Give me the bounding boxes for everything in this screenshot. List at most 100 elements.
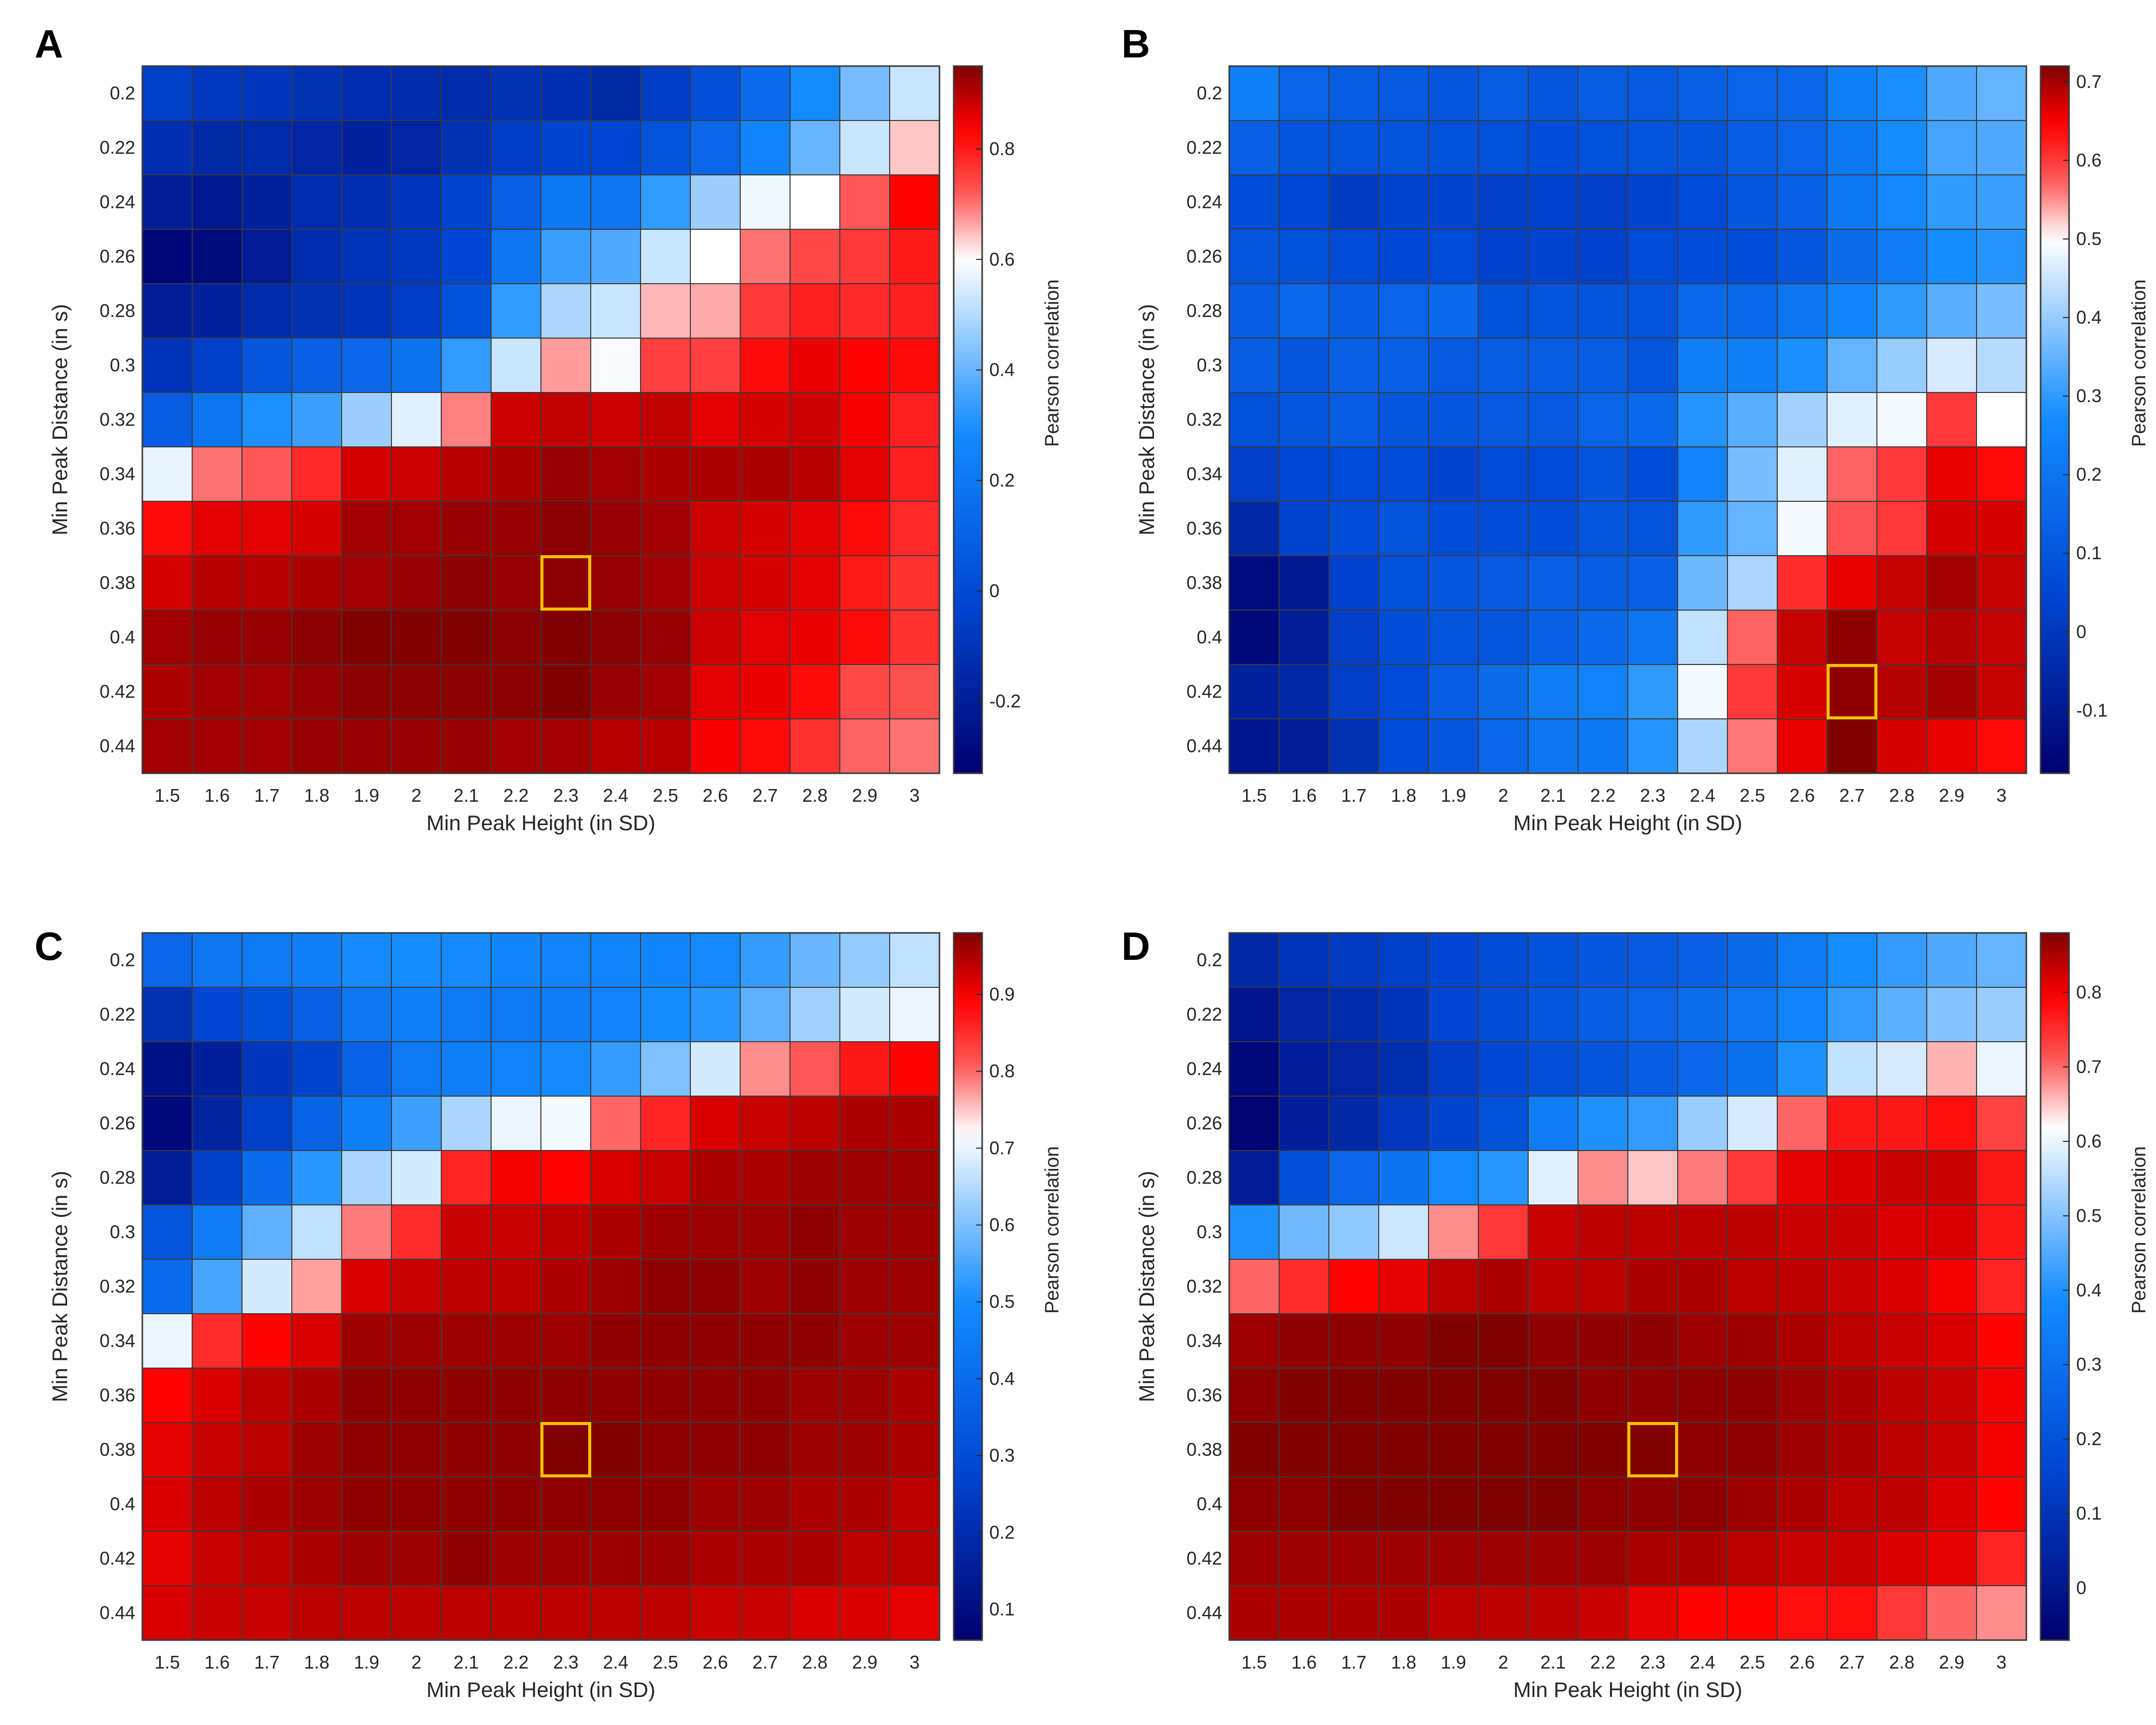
heatmap-cell: [341, 610, 392, 665]
heatmap-cell: [1279, 1150, 1329, 1205]
colorbar: [2040, 932, 2070, 1641]
y-tick-label: 0.34: [100, 464, 135, 485]
heatmap-cell: [1876, 1204, 1927, 1260]
plot-frame: [141, 65, 940, 774]
heatmap-cell: [241, 932, 292, 988]
heatmap-cell: [789, 664, 840, 719]
heatmap-cell: [540, 1313, 591, 1369]
heatmap-cell: [590, 120, 641, 175]
heatmap-cell: [1328, 1368, 1379, 1423]
heatmap-cell: [889, 610, 940, 665]
heatmap-cell: [789, 338, 840, 393]
heatmap-cell: [142, 283, 193, 339]
heatmap-cell: [1876, 610, 1927, 665]
colorbar-tick-label: 0.5: [2076, 1205, 2102, 1226]
heatmap-cell: [1229, 1096, 1280, 1151]
heatmap-cell: [740, 1585, 791, 1641]
x-tick-label: 1.5: [1241, 785, 1267, 806]
heatmap-cell: [1777, 1313, 1828, 1369]
heatmap-cell: [1976, 932, 2027, 988]
panel-c: C 1.5 1.6 1.7 1.8 1.9 2 2.1 2.2 2.3 2.4 2.5 2.6 2.7 2.…: [35, 924, 1063, 1702]
heatmap-cell: [391, 1531, 442, 1586]
heatmap-cell: [1229, 1531, 1280, 1586]
heatmap-cell: [241, 501, 292, 556]
y-tick-label: 0.24: [100, 192, 135, 213]
heatmap-cell: [491, 1422, 541, 1477]
colorbar-tick-label: 0.6: [989, 249, 1015, 269]
colorbar-tick-label: 0.8: [989, 1061, 1015, 1081]
heatmap-cell: [1627, 1096, 1678, 1151]
heatmap-cell: [1428, 1313, 1479, 1369]
heatmap-cell: [1876, 392, 1927, 447]
heatmap-cells: [1229, 66, 2027, 774]
heatmap-cell: [1677, 1313, 1728, 1369]
x-tick-label: 1.8: [1391, 785, 1416, 806]
heatmap-cell: [590, 610, 641, 665]
x-tick-label: 1.5: [155, 785, 180, 806]
colorbar-label: Pearson correlation: [1042, 279, 1063, 447]
heatmap-cell: [540, 392, 591, 447]
heatmap-cell: [1577, 338, 1628, 393]
heatmap-cell: [690, 1585, 741, 1641]
colorbar-tick-label: -0.1: [2076, 700, 2108, 720]
heatmap-cell: [192, 1150, 242, 1205]
heatmap-cell: [142, 229, 193, 284]
heatmap-cell: [640, 555, 691, 611]
heatmap-cell: [1777, 718, 1828, 774]
y-tick-label: 0.3: [110, 355, 135, 376]
heatmap-cell: [1777, 1422, 1828, 1477]
heatmap-cell: [1229, 555, 1280, 611]
heatmap-cell: [889, 66, 940, 121]
heatmap-cell: [1876, 1585, 1927, 1641]
heatmap-cell: [1528, 120, 1578, 175]
heatmap-cell: [590, 555, 641, 611]
heatmap-cell: [1229, 987, 1280, 1042]
heatmap-cell: [1378, 229, 1429, 284]
heatmap-cell: [1677, 1476, 1728, 1532]
heatmap-cell: [1229, 1259, 1280, 1314]
heatmap-cell: [1528, 392, 1578, 447]
heatmap-cell: [1976, 987, 2027, 1042]
x-axis-label: Min Peak Height (in SD): [427, 811, 656, 835]
heatmap-cell: [1528, 610, 1578, 665]
heatmap-cell: [1428, 1259, 1479, 1314]
heatmap-cells: [142, 932, 940, 1641]
heatmap-cell: [1926, 66, 1977, 121]
heatmap-cell: [1478, 610, 1529, 665]
heatmap-cell: [1328, 1041, 1379, 1097]
heatmap-cell: [1976, 1422, 2027, 1477]
heatmap-cell: [540, 1422, 591, 1477]
heatmap-cell: [1229, 1368, 1280, 1423]
heatmap-cell: [640, 1041, 691, 1097]
heatmap-cell: [341, 501, 392, 556]
heatmap-cell: [291, 718, 342, 774]
heatmap-cell: [839, 664, 890, 719]
heatmap-cell: [1428, 338, 1479, 393]
heatmap-cell: [1478, 392, 1529, 447]
heatmap-cell: [839, 1096, 890, 1151]
heatmap-cell: [142, 1585, 193, 1641]
heatmap-cell: [1229, 283, 1280, 339]
heatmap-cell: [1428, 1585, 1479, 1641]
heatmap-cell: [740, 1041, 791, 1097]
heatmap-cell: [1976, 1313, 2027, 1369]
heatmap-cell: [1777, 664, 1828, 719]
heatmap-cell: [391, 338, 442, 393]
x-tick-label: 2.5: [1740, 785, 1765, 806]
heatmap-cell: [1876, 174, 1927, 230]
heatmap-cell: [1777, 446, 1828, 502]
heatmap-cell: [241, 664, 292, 719]
heatmap-cell: [1528, 555, 1578, 611]
heatmap-cell: [690, 501, 741, 556]
heatmap-cell: [391, 610, 442, 665]
heatmap-cell: [491, 1313, 541, 1369]
colorbar-tick-label: 0.3: [989, 1445, 1015, 1466]
heatmap-cell: [1876, 1096, 1927, 1151]
heatmap-cell: [341, 1476, 392, 1532]
x-tick-label: 2.7: [752, 785, 778, 806]
heatmap-cell: [1528, 174, 1578, 230]
heatmap-cell: [640, 1259, 691, 1314]
heatmap-cell: [1478, 1313, 1529, 1369]
heatmap-cell: [540, 66, 591, 121]
heatmap-cell: [740, 174, 791, 230]
